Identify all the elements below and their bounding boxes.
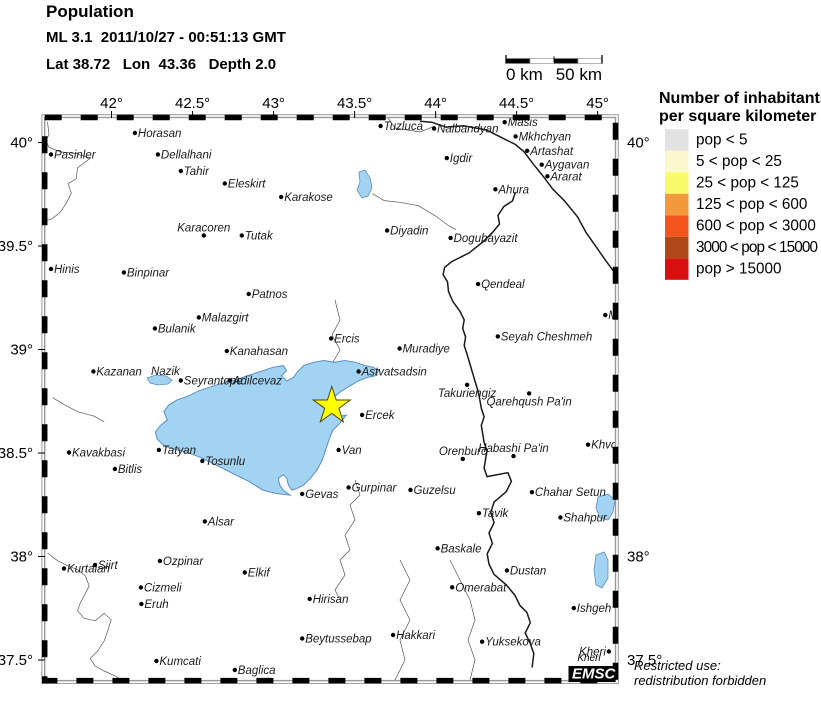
svg-text:0 km: 0 km (506, 65, 543, 84)
svg-text:Kumcati: Kumcati (159, 656, 201, 668)
svg-text:125 < pop < 600: 125 < pop < 600 (696, 196, 807, 213)
svg-text:Shahpur: Shahpur (563, 513, 608, 525)
svg-text:Alsar: Alsar (207, 517, 235, 529)
svg-text:Bitlis: Bitlis (118, 464, 143, 476)
svg-text:Malazgirt: Malazgirt (202, 313, 249, 325)
svg-text:Kheri: Kheri (577, 653, 601, 664)
svg-text:Siirt: Siirt (98, 560, 119, 572)
svg-text:50 km: 50 km (556, 65, 602, 84)
svg-text:39.5°: 39.5° (0, 238, 33, 255)
svg-text:Elkif: Elkif (248, 568, 272, 580)
svg-text:Ararat: Ararat (549, 171, 582, 183)
svg-text:43°: 43° (262, 95, 285, 112)
svg-text:Hirisan: Hirisan (313, 594, 349, 606)
svg-text:Dustan: Dustan (510, 566, 546, 578)
svg-text:38°: 38° (627, 549, 650, 566)
svg-text:Gurpinar: Gurpinar (352, 483, 398, 495)
svg-text:40°: 40° (627, 135, 650, 152)
svg-text:pop < 5: pop < 5 (696, 132, 747, 149)
svg-text:Habashi Pa'in: Habashi Pa'in (478, 443, 549, 455)
svg-text:Tuzluca: Tuzluca (384, 121, 423, 133)
svg-text:Baglica: Baglica (238, 665, 276, 677)
svg-text:Bulanik: Bulanik (158, 324, 197, 336)
svg-text:5 < pop < 25: 5 < pop < 25 (696, 153, 782, 170)
svg-text:Eleskirt: Eleskirt (228, 179, 267, 191)
svg-text:Karacoren: Karacoren (177, 223, 230, 235)
svg-text:pop > 15000: pop > 15000 (696, 261, 782, 278)
svg-text:42°: 42° (100, 95, 123, 112)
svg-text:Ercek: Ercek (365, 410, 396, 422)
svg-text:Kazanan: Kazanan (96, 367, 141, 379)
svg-text:Ishgeh: Ishgeh (577, 603, 612, 615)
svg-text:Qendeal: Qendeal (481, 279, 525, 291)
svg-text:Tatyan: Tatyan (162, 445, 196, 457)
svg-text:Van: Van (342, 445, 362, 457)
svg-text:Baskale: Baskale (441, 543, 482, 555)
svg-text:Ozpinar: Ozpinar (163, 556, 204, 568)
svg-text:Ahura: Ahura (497, 184, 529, 196)
svg-text:per square kilometer: per square kilometer (659, 108, 816, 125)
svg-text:Binpinar: Binpinar (127, 268, 170, 280)
svg-text:Guzelsu: Guzelsu (414, 485, 457, 497)
svg-text:Hakkari: Hakkari (396, 630, 435, 642)
svg-text:Muradiye: Muradiye (403, 344, 450, 356)
svg-text:Horasan: Horasan (138, 128, 181, 140)
svg-text:44.5°: 44.5° (499, 95, 534, 112)
svg-text:37.5°: 37.5° (0, 652, 33, 669)
svg-text:Tahir: Tahir (184, 166, 210, 178)
svg-text:Yuksekova: Yuksekova (485, 637, 541, 649)
svg-text:Karakose: Karakose (284, 192, 333, 204)
svg-text:Cizmeli: Cizmeli (144, 583, 182, 595)
svg-text:Tutak: Tutak (245, 231, 274, 243)
svg-text:Mkhchyan: Mkhchyan (519, 131, 571, 143)
svg-text:38°: 38° (10, 549, 33, 566)
svg-text:EMSC: EMSC (572, 666, 617, 683)
svg-text:Hinis: Hinis (54, 264, 80, 276)
svg-text:Ercis: Ercis (334, 334, 360, 346)
svg-text:Number of inhabitants: Number of inhabitants (659, 90, 821, 107)
svg-text:Kanahasan: Kanahasan (230, 346, 288, 358)
svg-text:Tosunlu: Tosunlu (205, 456, 245, 468)
svg-text:45°: 45° (586, 95, 609, 112)
svg-text:Astvatsadsin: Astvatsadsin (361, 367, 427, 379)
svg-text:Dogubayazit: Dogubayazit (454, 233, 519, 245)
svg-text:Pasinler: Pasinler (54, 150, 97, 162)
svg-text:Adilcevaz: Adilcevaz (232, 376, 282, 388)
svg-text:Tavik: Tavik (482, 508, 510, 520)
svg-text:Patnos: Patnos (252, 289, 288, 301)
svg-text:Qarehqush Pa'in: Qarehqush Pa'in (486, 396, 571, 408)
svg-text:600 < pop < 3000: 600 < pop < 3000 (696, 218, 816, 235)
svg-text:Dellalhani: Dellalhani (161, 150, 212, 162)
svg-text:Igdir: Igdir (450, 153, 474, 165)
svg-text:Nazik: Nazik (151, 366, 181, 378)
svg-text:Beytussebap: Beytussebap (305, 634, 372, 646)
svg-text:Seyah Cheshmeh: Seyah Cheshmeh (501, 331, 592, 343)
svg-text:Nalbandyan: Nalbandyan (437, 124, 498, 136)
svg-text:Kavakbasi: Kavakbasi (72, 448, 126, 460)
svg-text:Chahar Setun: Chahar Setun (535, 487, 606, 499)
svg-text:Aygavan: Aygavan (544, 160, 590, 172)
svg-text:Diyadin: Diyadin (390, 226, 428, 238)
svg-text:39°: 39° (10, 342, 33, 359)
svg-text:44°: 44° (424, 95, 447, 112)
svg-text:40°: 40° (10, 135, 33, 152)
svg-text:42.5°: 42.5° (175, 95, 210, 112)
svg-text:Mari: Mari (608, 310, 631, 322)
svg-text:redistribution forbidden: redistribution forbidden (634, 673, 766, 688)
svg-text:Eruh: Eruh (144, 599, 168, 611)
svg-text:Artashat: Artashat (529, 146, 574, 158)
svg-text:3000 < pop < 15000: 3000 < pop < 15000 (696, 239, 818, 256)
svg-text:25 < pop < 125: 25 < pop < 125 (696, 175, 799, 192)
svg-text:Restricted use:: Restricted use: (634, 658, 721, 673)
svg-text:43.5°: 43.5° (337, 95, 372, 112)
svg-text:Omerabat: Omerabat (455, 582, 507, 594)
svg-text:38.5°: 38.5° (0, 445, 33, 462)
svg-text:Gevas: Gevas (305, 489, 338, 501)
